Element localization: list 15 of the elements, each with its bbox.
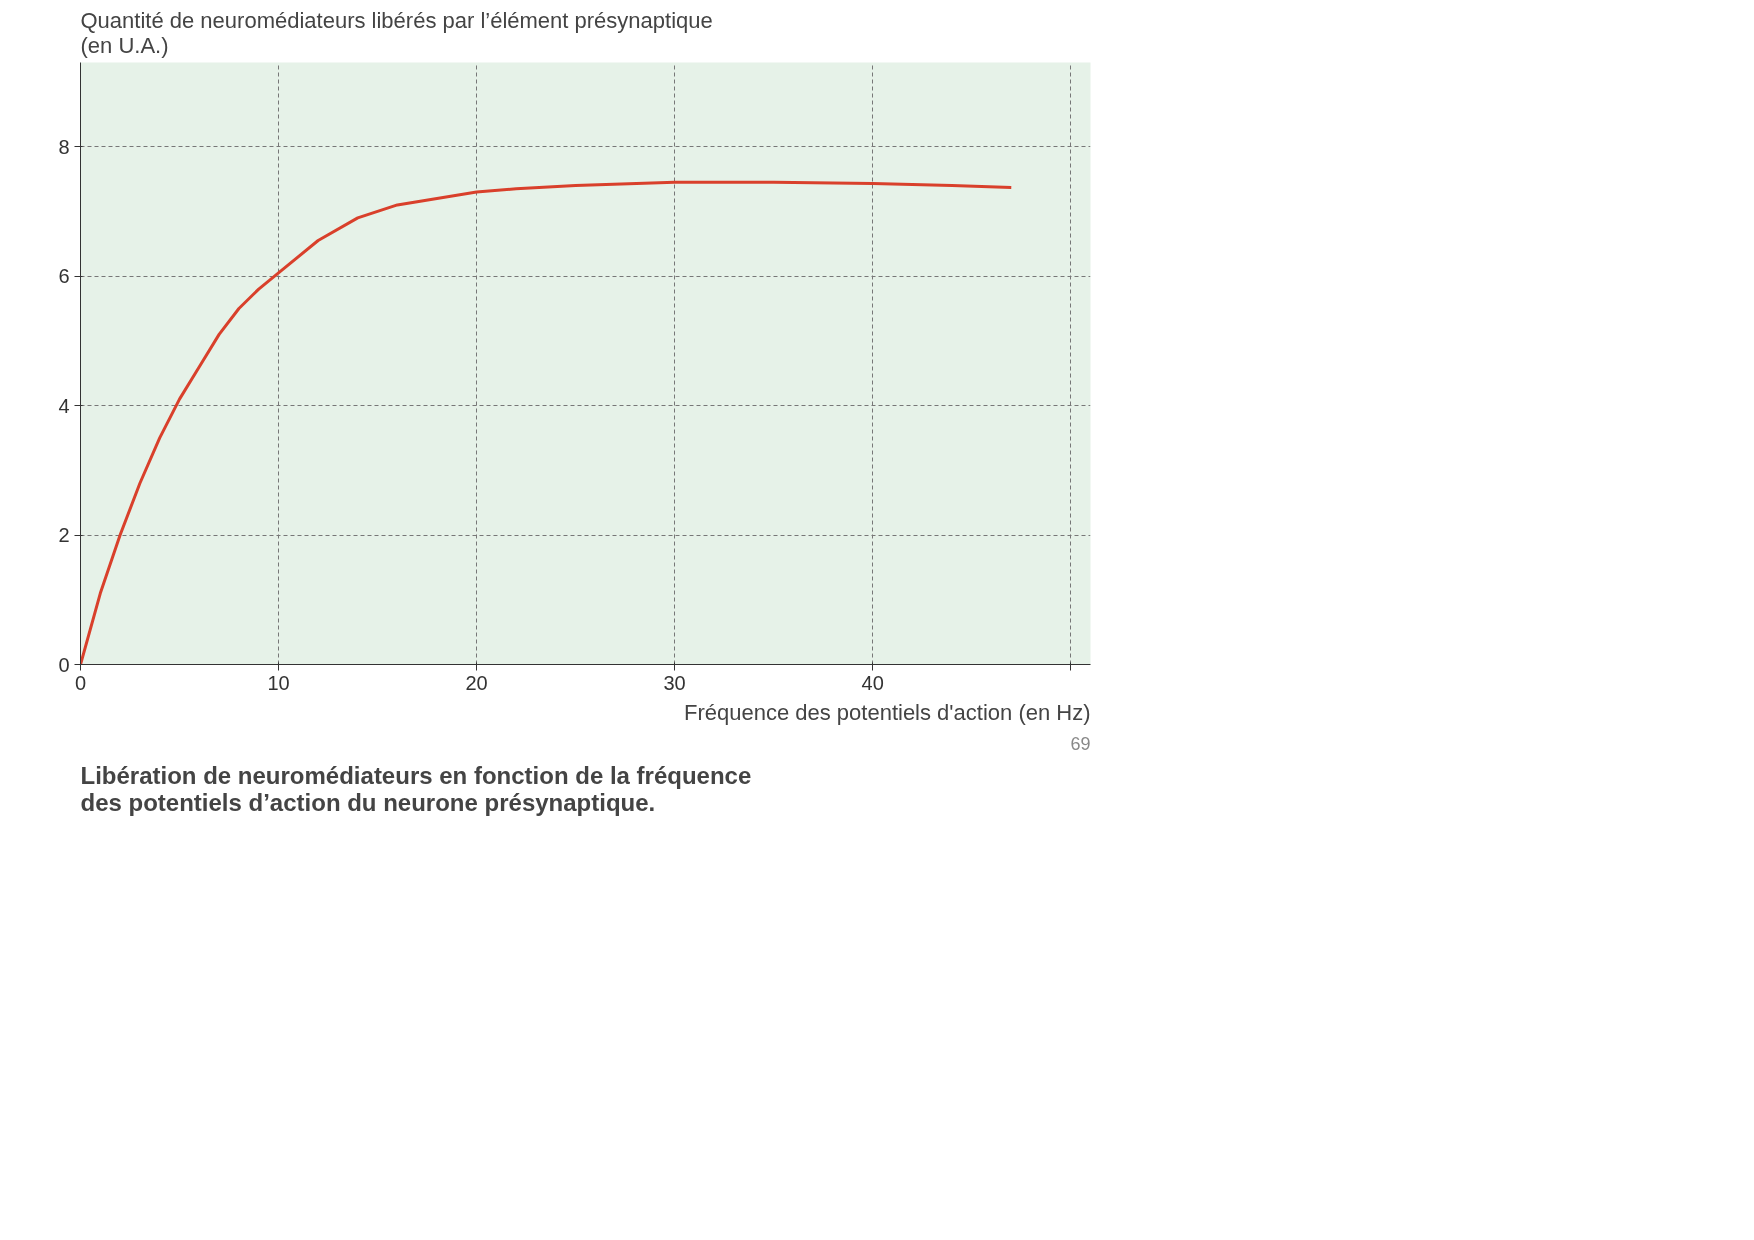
text: 69 [1070, 733, 1091, 754]
x-axis-title: Fréquence des potentiels d'action (en Hz) [683, 699, 1091, 725]
y-tick-label: 8 [58, 135, 70, 158]
y-tick-label: 0 [58, 653, 70, 676]
x-tick-label: 40 [861, 671, 884, 694]
y-tick-label: 6 [58, 265, 70, 288]
y-tick-label: 4 [58, 394, 70, 417]
y-axis-title: Quantité de neuromédiateurs libérés par l’élément présynaptique (en U.A.) [80, 7, 713, 58]
x-tick-label: 30 [663, 671, 686, 694]
x-tick-label: 20 [465, 671, 488, 694]
line-series [80, 180, 1013, 665]
x-tick-label: 10 [267, 671, 290, 694]
y-tick-label: 2 [58, 524, 70, 547]
text: Libération de neuromédiateurs en fonction de la fréquence des potentiels d’action du neurone présynaptique. [80, 761, 752, 816]
x-tick-label: 0 [74, 671, 87, 694]
